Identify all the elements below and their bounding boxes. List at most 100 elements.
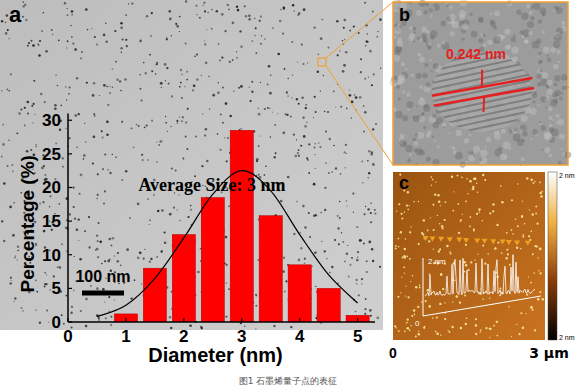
particle [270, 136, 271, 137]
afm-dot [538, 270, 539, 271]
afm-dot [467, 193, 468, 194]
afm-dot [529, 239, 531, 241]
afm-dot [419, 284, 421, 286]
particle [259, 135, 260, 136]
noise [443, 126, 445, 128]
particle [216, 10, 218, 12]
noise [397, 80, 402, 85]
noise [542, 13, 545, 16]
noise [398, 97, 401, 100]
marker-triangle [447, 237, 453, 242]
particle [14, 257, 15, 258]
particle [200, 75, 202, 77]
particle [168, 83, 170, 85]
particle [305, 104, 307, 106]
afm-dot [442, 227, 444, 229]
particle [345, 51, 348, 54]
afm-dot [466, 178, 468, 180]
particle [156, 63, 158, 65]
particle [165, 122, 167, 124]
afm-dot [480, 329, 482, 331]
particle [156, 141, 157, 142]
particle [203, 2, 206, 5]
noise [468, 151, 470, 153]
afm-dot [458, 232, 460, 234]
afm-dot [445, 201, 447, 203]
particle [180, 69, 182, 71]
afm-dot [474, 178, 477, 181]
afm-dot [500, 185, 502, 187]
noise [559, 133, 565, 139]
particle [370, 212, 372, 214]
particle [103, 34, 106, 37]
particle [209, 108, 210, 109]
particle [346, 108, 348, 110]
afm-dot [407, 296, 409, 298]
particle [202, 5, 203, 6]
particle [371, 151, 374, 154]
particle [73, 206, 75, 208]
particle [13, 202, 15, 204]
particle [126, 248, 129, 251]
particle [251, 81, 253, 83]
noise [412, 27, 416, 31]
particle [58, 203, 60, 205]
particle [53, 275, 55, 277]
marker-triangle [500, 240, 506, 245]
particle [324, 187, 326, 189]
tem-particles [1, 0, 382, 329]
particle [1, 156, 3, 158]
afm-dot [482, 244, 484, 246]
particle [66, 295, 68, 297]
bar [172, 235, 195, 322]
afm-dot [516, 247, 519, 250]
particle [283, 6, 286, 9]
noise [519, 30, 523, 34]
afm-dot [421, 232, 423, 234]
afm-dot [453, 191, 454, 192]
particle [147, 198, 149, 200]
particle [368, 172, 370, 174]
x-tick [241, 318, 242, 322]
particle [66, 99, 67, 100]
particle [308, 212, 310, 214]
particle [78, 240, 79, 241]
noise [544, 147, 550, 153]
afm-dot [444, 302, 445, 303]
particle [302, 205, 305, 208]
particle [297, 14, 299, 16]
particle [26, 150, 29, 153]
afm-dot [405, 295, 406, 296]
particle [14, 297, 17, 300]
particle [68, 93, 70, 95]
particle [237, 9, 240, 12]
particle [358, 294, 360, 296]
afm-dot [397, 296, 399, 298]
particle [342, 40, 344, 42]
afm-dot [472, 188, 474, 190]
afm-dot [531, 307, 532, 308]
particle [144, 127, 146, 129]
particle [84, 230, 86, 232]
particle [33, 103, 35, 105]
particle [305, 107, 307, 109]
afm-dot [532, 309, 534, 311]
panel-frame [393, 2, 568, 165]
particle [66, 8, 67, 9]
particle [205, 62, 208, 65]
particle [143, 62, 145, 64]
afm-dot [492, 203, 494, 205]
particle [8, 38, 9, 39]
noise [478, 18, 483, 23]
particle [167, 131, 168, 132]
noise [397, 76, 405, 84]
arrow [481, 98, 486, 112]
particle [367, 177, 369, 179]
particle [220, 113, 222, 115]
afm-dot [489, 212, 491, 214]
particle [374, 209, 376, 211]
particle [120, 265, 121, 266]
particle [370, 203, 371, 204]
afm-dot [484, 179, 486, 181]
afm-dot [479, 331, 481, 333]
